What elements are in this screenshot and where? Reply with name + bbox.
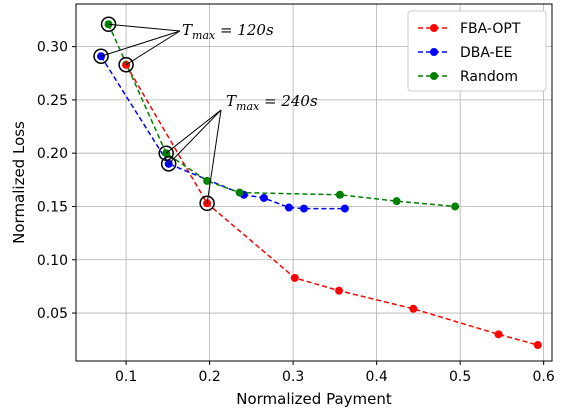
y-tick-label: 0.15 (37, 199, 68, 215)
series-line-fba-opt (125, 64, 539, 346)
x-tick-label: 0.5 (449, 369, 471, 385)
legend: FBA-OPT DBA-EE Random (407, 10, 547, 92)
x-tick-label: 0.4 (365, 369, 387, 385)
series-dba-ee (97, 52, 349, 213)
annotation-arrow (168, 109, 222, 165)
y-tick-label: 0.20 (37, 146, 68, 162)
data-point-dba-ee (340, 204, 349, 213)
annotation-arrow (100, 30, 181, 57)
series-line-random (107, 23, 456, 208)
legend-item-random: Random (418, 69, 518, 85)
annotation-arrow (206, 109, 222, 204)
data-point-random (451, 202, 460, 211)
x-tick-label: 0.6 (533, 369, 555, 385)
annotation-arrow (125, 30, 181, 66)
data-point-random (335, 190, 344, 199)
data-point-fba-opt (494, 330, 503, 339)
y-tick-label: 0.25 (37, 93, 68, 109)
data-point-fba-opt (290, 273, 299, 282)
data-point-fba-opt (409, 304, 418, 313)
highlight-ring (118, 56, 134, 73)
highlight-ring (199, 195, 215, 212)
legend-swatch-marker (430, 24, 438, 32)
series-line-dba-ee (100, 55, 345, 210)
y-tick-label: 0.05 (37, 306, 68, 322)
highlight-ring (100, 16, 117, 32)
legend-swatch-marker (430, 72, 438, 80)
data-point-random (203, 176, 212, 185)
legend-box (407, 10, 547, 92)
x-tick-label: 0.1 (115, 369, 137, 385)
annotation-arrow (165, 109, 222, 154)
data-point-fba-opt (335, 286, 344, 295)
highlight-ring (93, 48, 109, 64)
y-axis-label: Normalized Loss (10, 121, 28, 244)
annotation-label: Tmax = 120s (182, 21, 274, 42)
legend-item-fba-opt: FBA-OPT (418, 21, 521, 37)
y-tick-label: 0.10 (37, 253, 68, 269)
legend-item-dba-ee: DBA-EE (418, 45, 512, 61)
x-axis-label: Normalized Payment (236, 390, 392, 408)
legend-label: FBA-OPT (460, 21, 521, 37)
annotation-label: Tmax = 240s (226, 92, 318, 113)
legend-label: DBA-EE (460, 45, 512, 61)
data-point-dba-ee (259, 193, 268, 202)
x-tick-label: 0.3 (282, 369, 304, 385)
annotation: Tmax = 120s (93, 16, 274, 73)
ticks-layer: 0.1 0.2 0.3 0.4 0.5 0.6 0.05 0.10 0.15 0.20 0.25 0.… (37, 40, 555, 385)
plot-frame (75, 3, 553, 362)
annotation-layer: Tmax = 120s Tmax = 240s (93, 16, 318, 212)
legend-swatch-marker (430, 48, 438, 56)
series-fba-opt (122, 60, 542, 350)
annotation-arrow (108, 23, 181, 32)
data-point-dba-ee (299, 204, 308, 213)
annotation: Tmax = 240s (158, 92, 318, 212)
data-point-dba-ee (284, 203, 293, 212)
highlight-ring (160, 156, 177, 172)
data-point-fba-opt (533, 341, 542, 350)
highlight-ring (158, 145, 174, 161)
x-tick-label: 0.2 (198, 369, 220, 385)
data-point-random (235, 188, 244, 197)
series-random (104, 20, 460, 211)
y-tick-label: 0.30 (37, 40, 68, 56)
data-point-random (392, 197, 401, 206)
legend-label: Random (460, 69, 518, 85)
